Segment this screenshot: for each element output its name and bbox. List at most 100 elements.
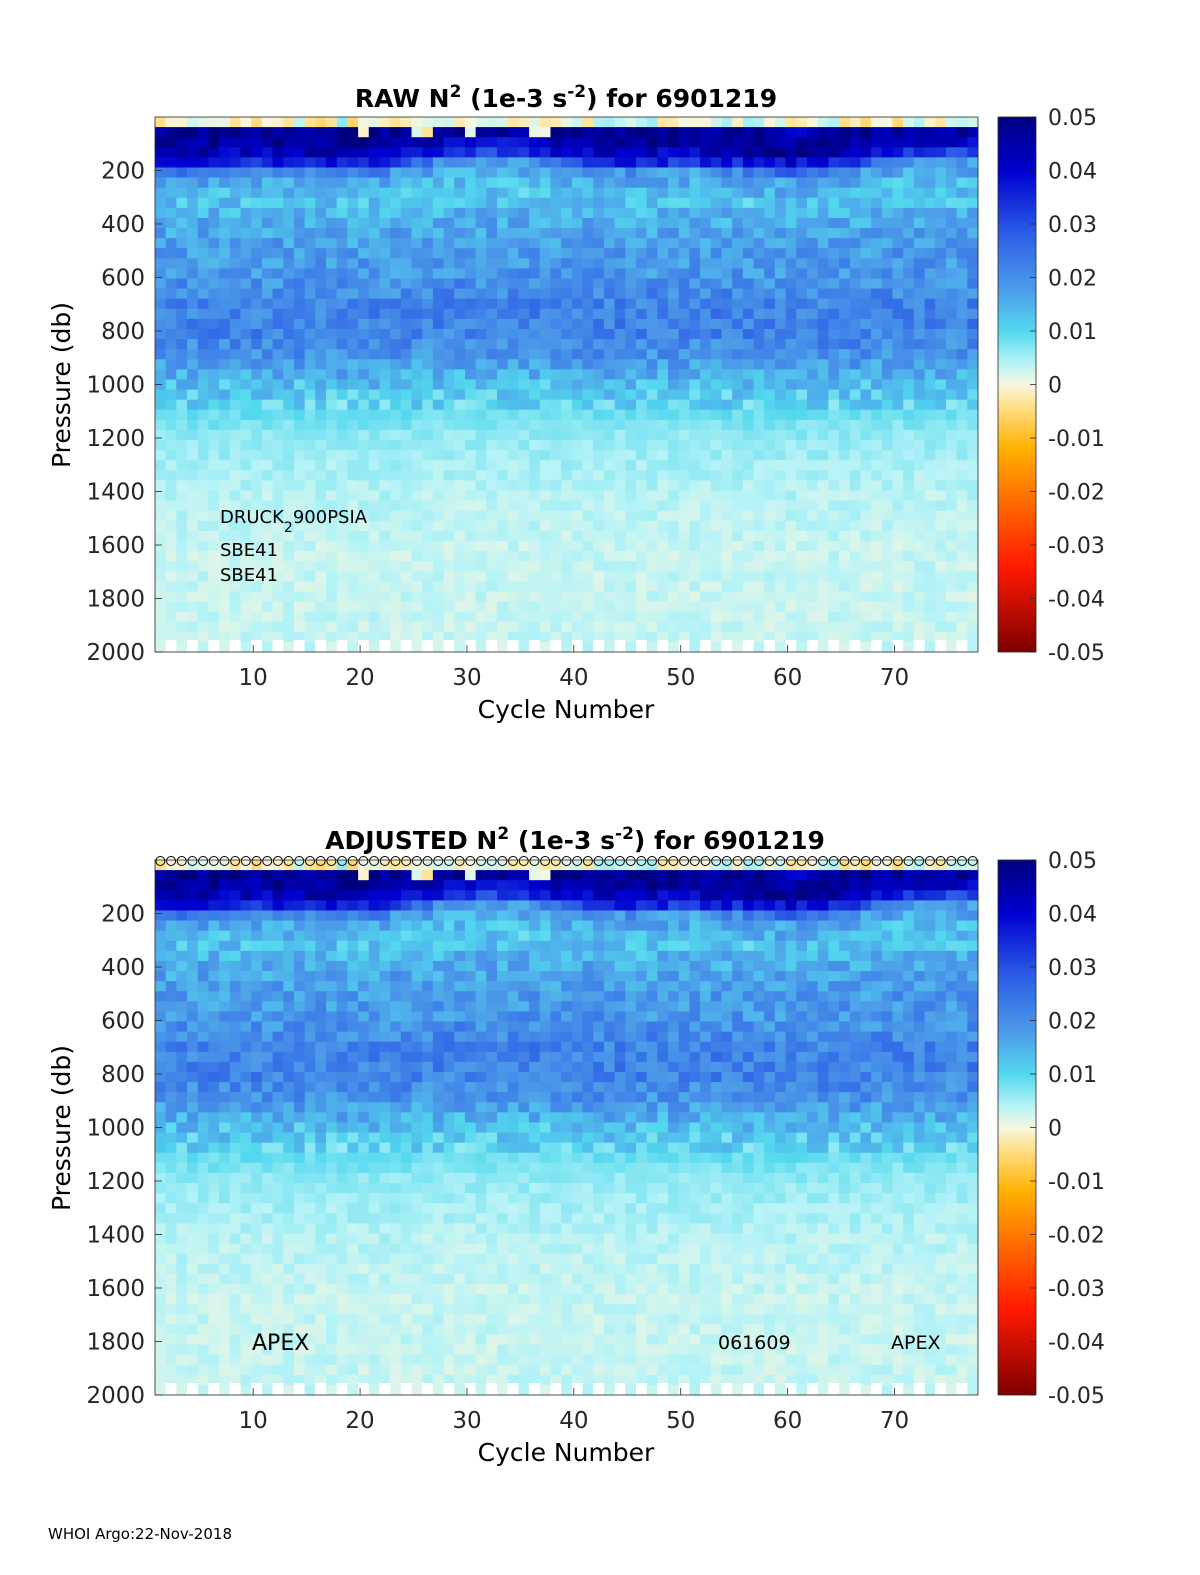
heatmap-cell	[155, 880, 167, 891]
heatmap-cell	[208, 470, 220, 481]
heatmap-cell	[497, 551, 509, 562]
heatmap-cell	[251, 1344, 263, 1356]
heatmap-cell	[945, 339, 958, 350]
heatmap-cell	[464, 369, 477, 380]
heatmap-cell	[593, 450, 605, 461]
heatmap-cell	[368, 137, 380, 148]
heatmap-cell	[187, 440, 199, 451]
heatmap-cell	[614, 187, 626, 199]
heatmap-cell	[197, 1092, 209, 1103]
heatmap-cell	[860, 339, 872, 350]
heatmap-cell	[700, 288, 712, 300]
heatmap-cell	[603, 389, 615, 401]
heatmap-cell	[283, 167, 295, 178]
heatmap-cell	[903, 238, 915, 249]
heatmap-cell	[561, 490, 573, 501]
heatmap-cell	[208, 248, 220, 259]
heatmap-cell	[176, 369, 188, 380]
heatmap-cell	[187, 601, 199, 613]
heatmap-cell	[507, 399, 519, 411]
heatmap-cell	[283, 187, 295, 199]
heatmap-cell	[486, 399, 498, 411]
heatmap-cell	[240, 981, 252, 992]
heatmap-cell	[176, 419, 188, 431]
colorbar-tick-label: 0.05	[1048, 106, 1097, 131]
heatmap-cell	[293, 1162, 306, 1174]
heatmap-cell	[860, 147, 872, 158]
heatmap-cell	[155, 920, 167, 932]
heatmap-cell	[464, 278, 477, 289]
heatmap-cell	[753, 450, 765, 461]
heatmap-cell	[251, 127, 263, 138]
heatmap-cell	[464, 389, 477, 401]
heatmap-cell	[422, 419, 434, 431]
heatmap-cell	[229, 440, 241, 451]
heatmap-cell	[956, 217, 968, 229]
heatmap-cell	[261, 429, 273, 441]
heatmap-cell	[849, 561, 861, 572]
heatmap-cell	[411, 540, 423, 552]
heatmap-cell	[817, 117, 829, 128]
heatmap-cell	[742, 591, 754, 602]
heatmap-cell	[486, 197, 498, 209]
heatmap-cell	[347, 409, 359, 421]
heatmap-cell	[860, 258, 872, 269]
heatmap-cell	[860, 571, 872, 582]
heatmap-cell	[710, 258, 722, 269]
heatmap-cell	[315, 490, 327, 501]
heatmap-cell	[668, 278, 680, 289]
heatmap-cell	[208, 268, 220, 279]
heatmap-cell	[155, 318, 167, 330]
heatmap-cell	[529, 540, 541, 552]
heatmap-cell	[625, 399, 637, 411]
heatmap-cell	[839, 217, 851, 229]
heatmap-cell	[678, 470, 690, 481]
heatmap-cell	[240, 1183, 252, 1194]
heatmap-cell	[828, 238, 840, 249]
heatmap-cell	[176, 450, 188, 461]
heatmap-cell	[903, 328, 915, 340]
heatmap-cell	[283, 1263, 295, 1275]
heatmap-cell	[272, 359, 284, 370]
heatmap-cell	[464, 450, 477, 461]
heatmap-cell	[561, 551, 573, 562]
heatmap-cell	[796, 328, 808, 340]
heatmap-cell	[304, 1253, 316, 1265]
heatmap-cell	[796, 228, 808, 239]
heatmap-cell	[539, 177, 551, 189]
heatmap-cell	[475, 127, 487, 138]
heatmap-cell	[390, 530, 402, 542]
heatmap-cell	[400, 349, 412, 360]
heatmap-cell	[432, 631, 444, 643]
heatmap-cell	[347, 238, 359, 249]
heatmap-cell	[774, 571, 787, 582]
heatmap-cell	[283, 197, 295, 209]
heatmap-cell	[507, 530, 519, 542]
heatmap-cell	[411, 450, 423, 461]
heatmap-cell	[828, 308, 840, 320]
heatmap-cell	[358, 258, 370, 269]
heatmap-cell	[187, 1082, 199, 1093]
heatmap-cell	[668, 339, 680, 350]
heatmap-cell	[529, 409, 541, 421]
heatmap-cell	[251, 1283, 263, 1295]
heatmap-cell	[689, 399, 701, 411]
heatmap-cell	[400, 318, 412, 330]
heatmap-cell	[571, 470, 583, 481]
heatmap-cell	[219, 1283, 231, 1295]
heatmap-cell	[721, 369, 733, 380]
heatmap-cell	[603, 631, 615, 643]
heatmap-cell	[678, 520, 690, 532]
heatmap-cell	[304, 460, 316, 471]
heatmap-cell	[892, 611, 904, 623]
heatmap-cell	[261, 1223, 273, 1234]
heatmap-cell	[571, 460, 583, 471]
heatmap-cell	[635, 187, 648, 199]
heatmap-cell	[497, 339, 509, 350]
heatmap-cell	[358, 228, 370, 239]
heatmap-cell	[732, 621, 744, 633]
heatmap-cell	[368, 339, 380, 350]
heatmap-cell	[486, 167, 498, 178]
heatmap-cell	[625, 298, 637, 310]
heatmap-cell	[828, 480, 840, 491]
